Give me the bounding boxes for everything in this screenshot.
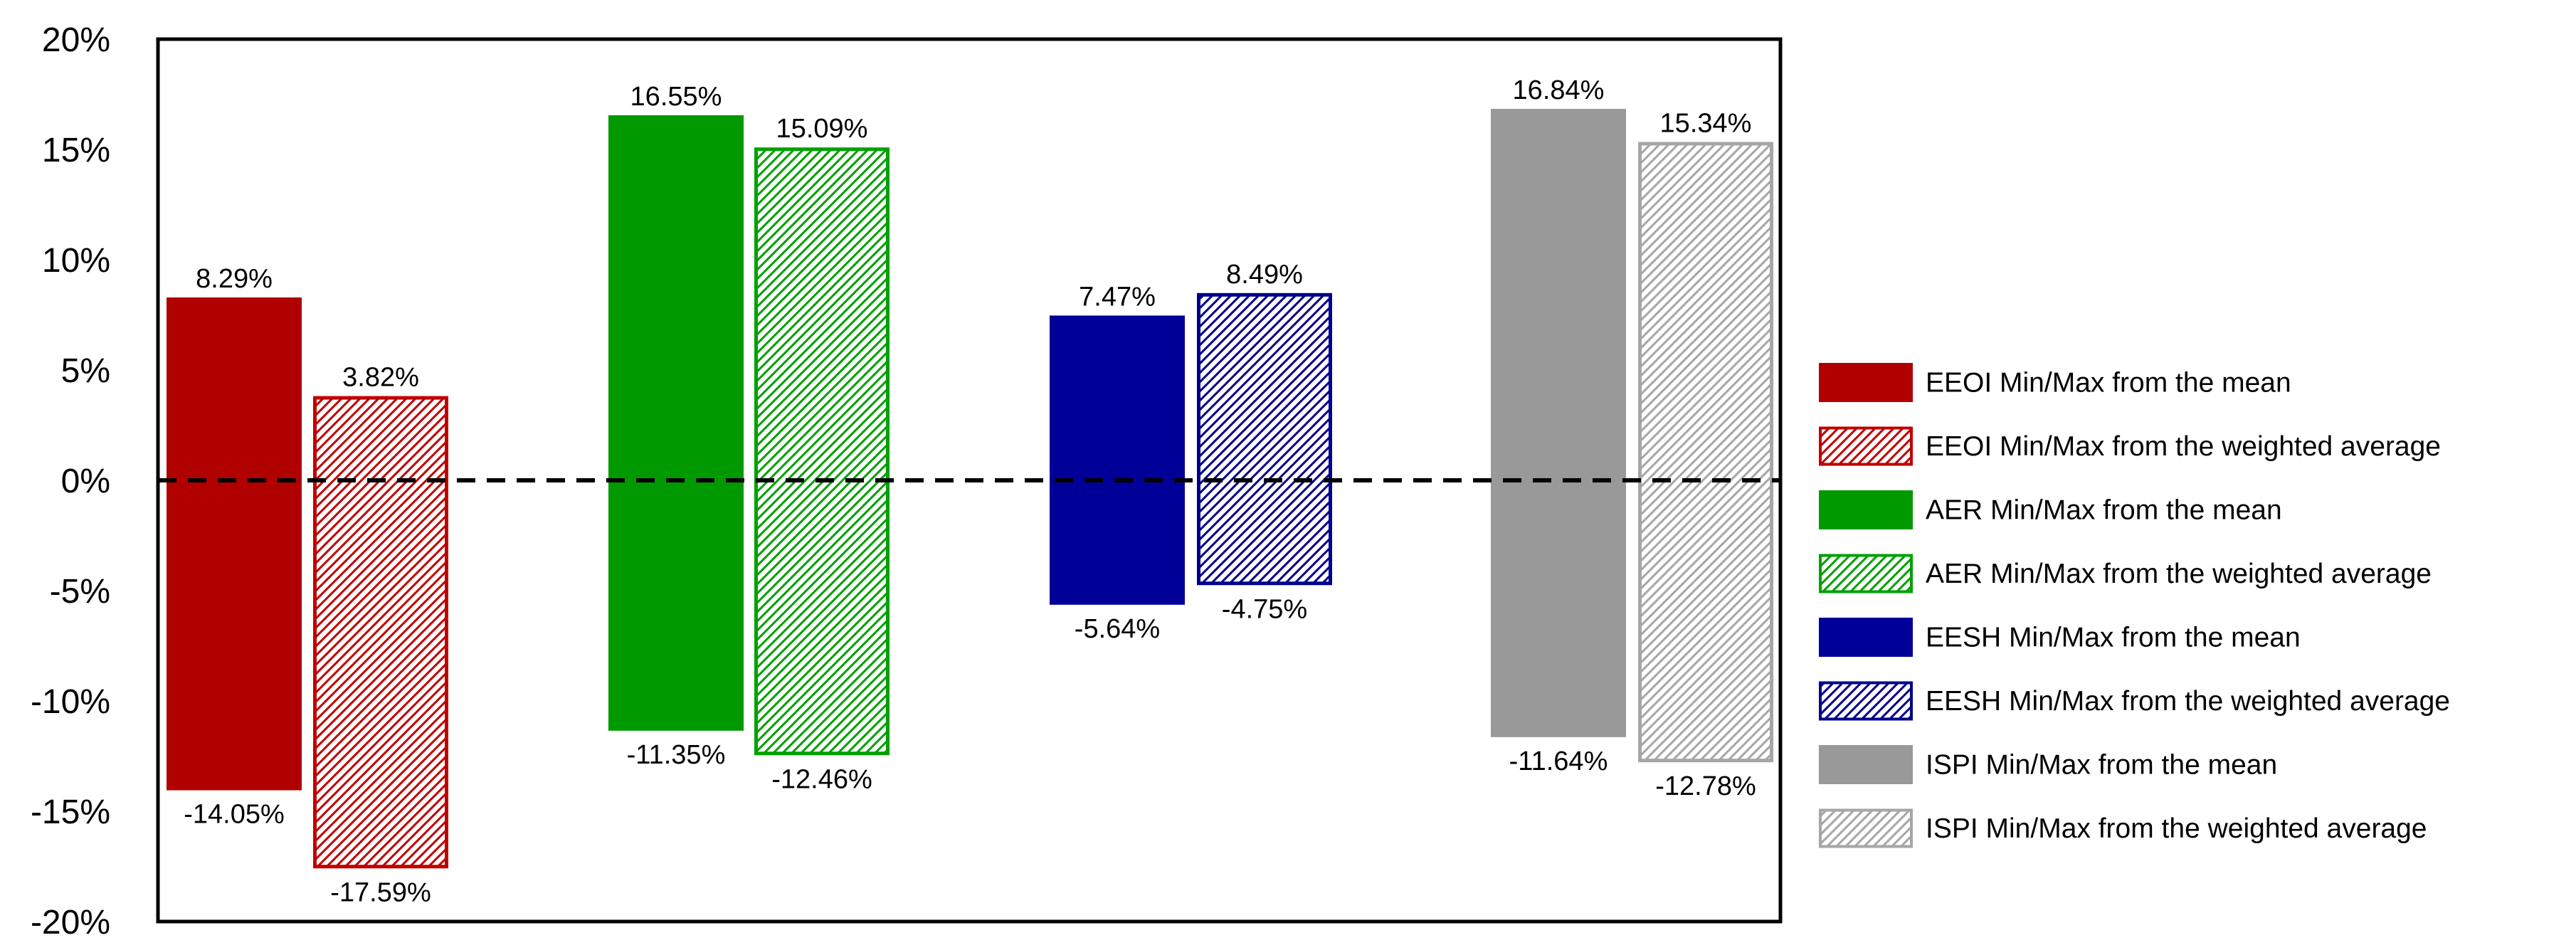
bar (608, 115, 744, 731)
data-label-max: 3.82% (342, 363, 419, 393)
y-tick-label: 5% (61, 352, 110, 390)
bar (1197, 292, 1332, 586)
y-axis-ticks: 20% 15% 10% 5% 0% -5% -10% -15% -20% (31, 21, 110, 941)
data-label-min: -12.78% (1655, 771, 1756, 801)
legend-label: EEOI Min/Max from the weighted average (1926, 431, 2441, 462)
bar (1491, 108, 1626, 737)
legend-item: ISPI Min/Max from the mean (1819, 745, 2277, 784)
y-tick-label: 20% (42, 21, 110, 59)
data-label-min: -4.75% (1222, 594, 1307, 624)
data-label-min: -12.46% (771, 764, 872, 794)
legend-swatch (1819, 681, 1913, 721)
y-tick-label: -10% (31, 683, 110, 721)
bar (1638, 142, 1773, 763)
data-label-min: -11.35% (627, 740, 726, 770)
data-label-max: 16.84% (1513, 75, 1605, 105)
legend: EEOI Min/Max from the mean EEOI Min/Max f… (1819, 363, 2450, 848)
legend-label: ISPI Min/Max from the mean (1926, 750, 2277, 781)
legend-swatch (1819, 554, 1913, 593)
legend-label: ISPI Min/Max from the weighted average (1926, 813, 2427, 844)
data-labels: 8.29% -14.05% 3.82% -17.59% 16.55% -11.35% 15.… (184, 75, 1756, 907)
legend-item: EEOI Min/Max from the mean (1819, 363, 2291, 402)
y-tick-label: 15% (42, 132, 110, 169)
data-label-max: 8.49% (1226, 260, 1303, 290)
legend-label: AER Min/Max from the mean (1926, 495, 2282, 526)
data-label-max: 7.47% (1079, 282, 1156, 312)
legend-item: EESH Min/Max from the mean (1819, 618, 2301, 657)
data-label-min: -14.05% (184, 800, 285, 830)
legend-swatch (1819, 808, 1913, 848)
data-label-max: 15.09% (776, 114, 868, 144)
legend-item: AER Min/Max from the weighted average (1819, 554, 2432, 593)
legend-item: ISPI Min/Max from the weighted average (1819, 808, 2427, 848)
legend-swatch (1819, 426, 1913, 466)
y-tick-label: 0% (61, 463, 110, 500)
bar (754, 147, 890, 756)
legend-item: AER Min/Max from the mean (1819, 490, 2282, 529)
bars (167, 108, 1773, 869)
legend-label: EESH Min/Max from the mean (1926, 623, 2301, 653)
bar (313, 396, 448, 869)
data-label-max: 16.55% (630, 82, 722, 112)
legend-label: EEOI Min/Max from the mean (1926, 368, 2291, 399)
y-tick-label: -20% (31, 904, 110, 941)
plot-area-border (156, 37, 1783, 924)
bar (167, 297, 302, 791)
legend-label: AER Min/Max from the weighted average (1926, 559, 2432, 589)
legend-swatch (1819, 745, 1913, 784)
y-tick-label: -15% (31, 793, 110, 831)
legend-label: EESH Min/Max from the weighted average (1926, 686, 2450, 717)
legend-swatch (1819, 618, 1913, 657)
data-label-max: 15.34% (1660, 108, 1752, 138)
legend-item: EESH Min/Max from the weighted average (1819, 681, 2450, 721)
legend-item: EEOI Min/Max from the weighted average (1819, 426, 2441, 466)
data-label-min: -17.59% (330, 877, 431, 907)
y-tick-label: 10% (42, 242, 110, 280)
bar (1050, 315, 1185, 605)
y-tick-label: -5% (50, 573, 110, 611)
data-label-max: 8.29% (196, 264, 273, 294)
data-label-min: -11.64% (1509, 746, 1608, 776)
legend-swatch (1819, 363, 1913, 402)
data-label-min: -5.64% (1075, 614, 1160, 644)
legend-swatch (1819, 490, 1913, 529)
